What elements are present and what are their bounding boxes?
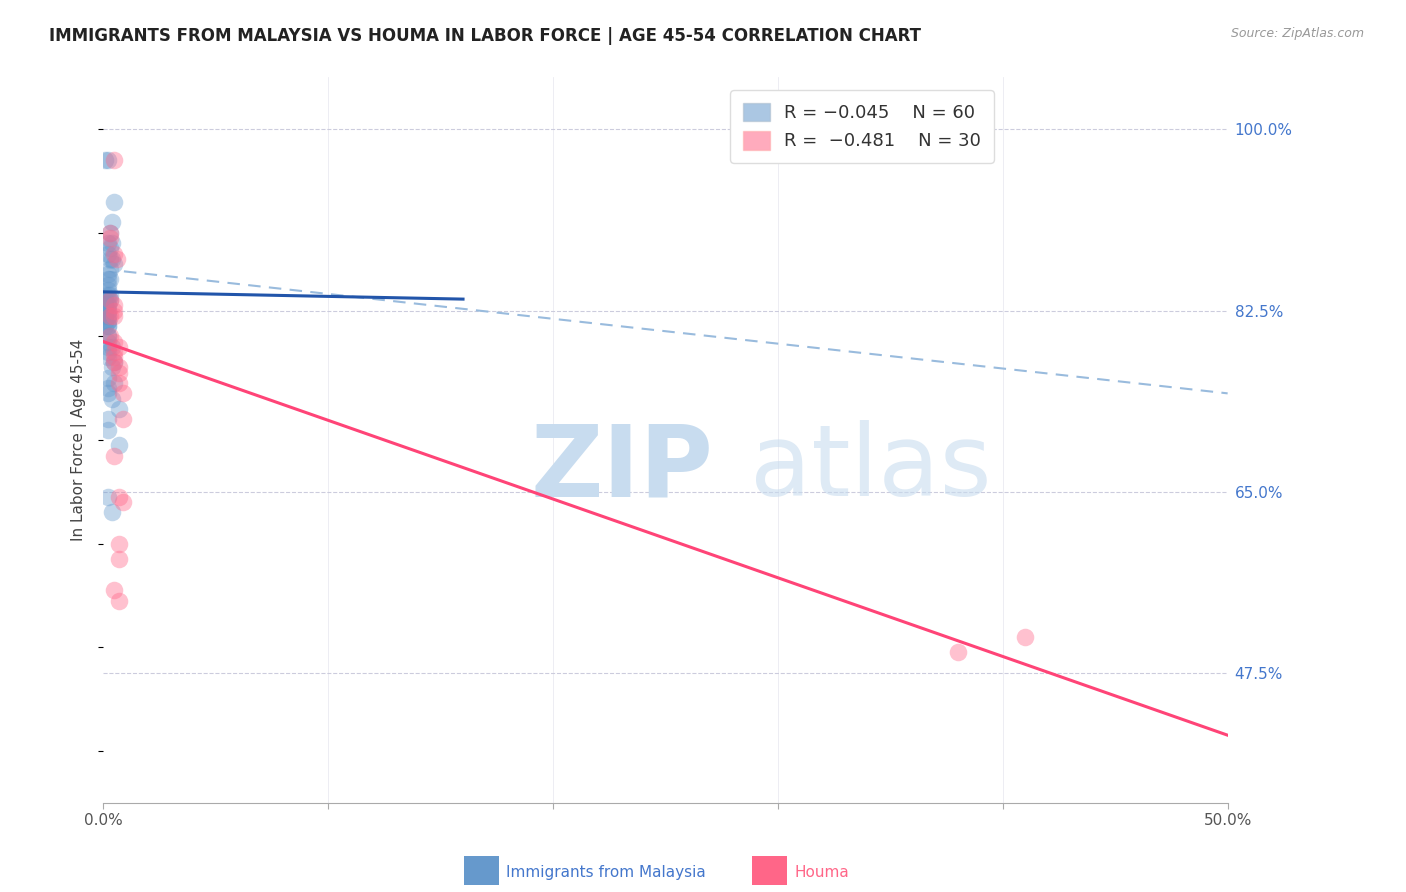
Point bbox=[103, 298, 125, 312]
Point bbox=[97, 334, 120, 349]
Point bbox=[108, 593, 131, 607]
Text: Houma: Houma bbox=[794, 865, 849, 880]
Point bbox=[97, 314, 120, 328]
Point bbox=[94, 303, 117, 318]
Point bbox=[112, 386, 135, 401]
Point bbox=[101, 392, 124, 406]
Point bbox=[97, 340, 120, 354]
Point bbox=[97, 153, 120, 168]
Point bbox=[108, 376, 131, 390]
Point bbox=[103, 376, 125, 390]
Point bbox=[98, 293, 121, 307]
Point bbox=[97, 298, 120, 312]
Y-axis label: In Labor Force | Age 45-54: In Labor Force | Age 45-54 bbox=[72, 339, 87, 541]
Point bbox=[101, 252, 124, 266]
Point bbox=[97, 309, 120, 323]
Point bbox=[97, 246, 120, 260]
Point bbox=[112, 495, 135, 509]
Point bbox=[97, 381, 120, 395]
Point bbox=[98, 288, 121, 302]
Text: IMMIGRANTS FROM MALAYSIA VS HOUMA IN LABOR FORCE | AGE 45-54 CORRELATION CHART: IMMIGRANTS FROM MALAYSIA VS HOUMA IN LAB… bbox=[49, 27, 921, 45]
Point bbox=[108, 438, 131, 452]
Point bbox=[98, 226, 121, 240]
Point bbox=[94, 319, 117, 334]
Point bbox=[1014, 630, 1036, 644]
Point bbox=[98, 241, 121, 255]
Point bbox=[98, 329, 121, 343]
Point bbox=[103, 583, 125, 598]
Point bbox=[103, 303, 125, 318]
Point bbox=[97, 386, 120, 401]
Point bbox=[108, 552, 131, 566]
Point bbox=[97, 309, 120, 323]
Point bbox=[108, 340, 131, 354]
Point bbox=[94, 309, 117, 323]
Point bbox=[103, 246, 125, 260]
Point bbox=[97, 319, 120, 334]
Point bbox=[97, 371, 120, 385]
Point bbox=[103, 334, 125, 349]
Point bbox=[946, 645, 969, 659]
Point bbox=[101, 360, 124, 375]
Text: Immigrants from Malaysia: Immigrants from Malaysia bbox=[506, 865, 706, 880]
Point bbox=[103, 309, 125, 323]
Point bbox=[103, 449, 125, 463]
Point bbox=[98, 262, 121, 277]
Text: atlas: atlas bbox=[749, 420, 991, 517]
Point bbox=[94, 293, 117, 307]
Point bbox=[101, 236, 124, 251]
Point bbox=[103, 257, 125, 271]
Point bbox=[103, 355, 125, 369]
Point bbox=[97, 350, 120, 364]
Point bbox=[98, 252, 121, 266]
Point bbox=[97, 277, 120, 292]
Point bbox=[105, 252, 128, 266]
Point bbox=[101, 506, 124, 520]
Point bbox=[97, 423, 120, 437]
Point bbox=[97, 236, 120, 251]
Point bbox=[108, 490, 131, 504]
Point bbox=[97, 412, 120, 426]
Point bbox=[98, 231, 121, 245]
Point bbox=[97, 293, 120, 307]
Point bbox=[97, 345, 120, 359]
Legend: R = −0.045    N = 60, R =  −0.481    N = 30: R = −0.045 N = 60, R = −0.481 N = 30 bbox=[730, 90, 994, 163]
Point bbox=[108, 401, 131, 416]
Point bbox=[108, 536, 131, 550]
Point bbox=[97, 283, 120, 297]
Point bbox=[101, 340, 124, 354]
Point bbox=[97, 267, 120, 281]
Point bbox=[98, 309, 121, 323]
Point bbox=[97, 329, 120, 343]
Point bbox=[108, 366, 131, 380]
Point bbox=[97, 329, 120, 343]
Point bbox=[97, 490, 120, 504]
Point bbox=[112, 412, 135, 426]
Point bbox=[103, 355, 125, 369]
Point bbox=[103, 350, 125, 364]
Point bbox=[97, 319, 120, 334]
Point bbox=[98, 272, 121, 286]
Point bbox=[97, 303, 120, 318]
Point bbox=[98, 293, 121, 307]
Point bbox=[94, 314, 117, 328]
Point bbox=[101, 215, 124, 229]
Point bbox=[94, 298, 117, 312]
Point bbox=[98, 226, 121, 240]
Point bbox=[103, 153, 125, 168]
Point bbox=[97, 298, 120, 312]
Point bbox=[97, 288, 120, 302]
Point bbox=[97, 314, 120, 328]
Point bbox=[108, 360, 131, 375]
Point bbox=[97, 272, 120, 286]
Point bbox=[94, 153, 117, 168]
Point bbox=[97, 303, 120, 318]
Text: Source: ZipAtlas.com: Source: ZipAtlas.com bbox=[1230, 27, 1364, 40]
Point bbox=[103, 194, 125, 209]
Point bbox=[94, 298, 117, 312]
Point bbox=[94, 288, 117, 302]
Point bbox=[103, 345, 125, 359]
Text: ZIP: ZIP bbox=[530, 420, 713, 517]
